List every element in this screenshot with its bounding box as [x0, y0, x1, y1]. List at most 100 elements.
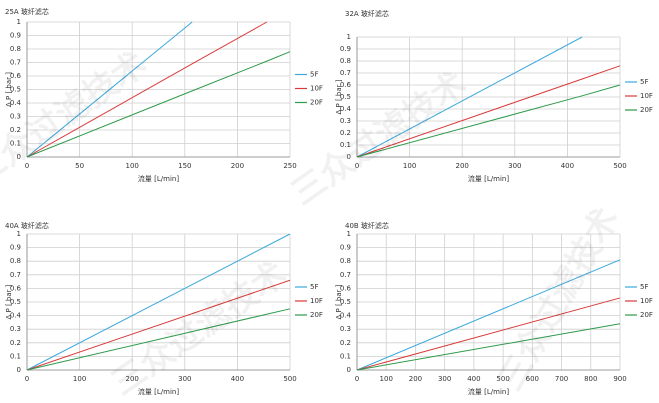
x-axis-label: 流量 [L/min] — [468, 387, 509, 396]
x-tick-label: 200 — [126, 375, 139, 383]
x-axis-label: 流量 [L/min] — [138, 387, 179, 396]
y-tick-label: 0.7 — [10, 59, 21, 67]
x-tick-label: 500 — [283, 375, 296, 383]
legend-label: 5F — [640, 78, 648, 86]
x-tick-label: 300 — [178, 375, 191, 383]
data-line — [356, 36, 583, 158]
data-line — [356, 65, 621, 158]
legend-label: 10F — [640, 297, 653, 305]
y-tick-label: 0.3 — [10, 325, 21, 333]
y-tick-label: 0.2 — [340, 339, 351, 347]
x-tick-label: 150 — [178, 162, 191, 170]
chart-title: 40A 玻纤滤芯 — [5, 221, 49, 230]
x-tick-label: 300 — [438, 375, 451, 383]
x-tick-label: 700 — [555, 375, 568, 383]
x-tick-label: 0 — [355, 375, 359, 383]
y-axis-label: Δ P [ bar ] — [5, 72, 13, 107]
watermark: 三众过滤技术 — [0, 44, 154, 194]
legend-label: 20F — [310, 99, 323, 107]
x-axis-label: 流量 [L/min] — [138, 174, 179, 183]
x-tick-label: 200 — [409, 375, 422, 383]
x-tick-label: 300 — [508, 162, 521, 170]
y-tick-label: 0.9 — [10, 32, 21, 40]
y-tick-label: 0 — [347, 366, 351, 374]
x-tick-label: 200 — [231, 162, 244, 170]
legend-label: 10F — [640, 92, 653, 100]
legend-label: 5F — [310, 71, 318, 79]
watermark: 三众过滤技术 — [104, 254, 294, 403]
x-tick-label: 500 — [613, 162, 626, 170]
x-tick-label: 100 — [126, 162, 139, 170]
y-tick-label: 0.4 — [10, 99, 22, 107]
y-tick-label: 0.4 — [340, 105, 352, 113]
x-tick-label: 800 — [584, 375, 597, 383]
data-line — [26, 51, 291, 158]
y-tick-label: 0.8 — [340, 257, 351, 265]
x-tick-label: 100 — [403, 162, 416, 170]
y-tick-label: 0.1 — [10, 140, 21, 148]
y-tick-label: 0.7 — [340, 271, 351, 279]
y-axis-label: Δ P [ bar ] — [335, 79, 343, 114]
y-tick-label: 1 — [347, 33, 351, 41]
x-tick-label: 0 — [355, 162, 359, 170]
y-tick-label: 0.1 — [10, 352, 21, 360]
data-line — [356, 297, 621, 371]
y-tick-label: 0.9 — [340, 244, 351, 252]
y-tick-label: 0.5 — [10, 86, 21, 94]
y-tick-label: 0.7 — [10, 271, 21, 279]
y-axis-label: Δ P [ bar ] — [335, 284, 343, 319]
legend-label: 10F — [310, 85, 323, 93]
x-tick-label: 400 — [467, 375, 480, 383]
legend-label: 20F — [310, 311, 323, 319]
y-tick-label: 1 — [17, 230, 21, 238]
y-tick-label: 0.4 — [340, 312, 352, 320]
y-tick-label: 0.2 — [10, 339, 21, 347]
x-tick-label: 500 — [496, 375, 509, 383]
y-tick-label: 0.6 — [10, 72, 22, 80]
x-tick-label: 50 — [75, 162, 84, 170]
y-tick-label: 0.6 — [340, 284, 352, 292]
data-line — [26, 308, 291, 371]
y-tick-label: 0.8 — [10, 45, 21, 53]
y-tick-label: 0.8 — [340, 57, 351, 65]
x-tick-label: 600 — [526, 375, 539, 383]
y-tick-label: 0.6 — [340, 81, 352, 89]
x-tick-label: 400 — [561, 162, 574, 170]
y-tick-label: 0.3 — [10, 113, 21, 121]
x-tick-label: 900 — [613, 375, 626, 383]
data-line — [26, 233, 291, 371]
y-tick-label: 0.5 — [340, 93, 351, 101]
y-tick-label: 0.9 — [340, 45, 351, 53]
y-tick-label: 1 — [347, 230, 351, 238]
y-tick-label: 0.2 — [340, 129, 351, 137]
data-line — [26, 21, 193, 158]
chart-title: 32A 玻纤滤芯 — [345, 9, 389, 18]
y-tick-label: 0.9 — [10, 244, 21, 252]
x-tick-label: 0 — [25, 375, 29, 383]
data-line — [26, 21, 268, 158]
y-tick-label: 0 — [17, 153, 21, 161]
legend-label: 20F — [640, 311, 653, 319]
watermark: 三众过滤技术 — [490, 201, 627, 398]
y-tick-label: 0.1 — [340, 352, 351, 360]
y-tick-label: 0.3 — [340, 325, 351, 333]
y-tick-label: 0.1 — [340, 141, 351, 149]
x-tick-label: 0 — [25, 162, 29, 170]
legend-label: 5F — [640, 283, 648, 291]
y-tick-label: 0.7 — [340, 69, 351, 77]
x-tick-label: 400 — [231, 375, 244, 383]
y-tick-label: 0 — [347, 153, 351, 161]
data-line — [26, 279, 291, 371]
y-tick-label: 0.6 — [10, 284, 22, 292]
y-tick-label: 0.8 — [10, 257, 21, 265]
y-tick-label: 1 — [17, 18, 21, 26]
legend-label: 20F — [640, 106, 653, 114]
x-tick-label: 100 — [73, 375, 86, 383]
data-line — [356, 323, 621, 371]
data-line — [356, 84, 621, 158]
chart-title: 25A 玻纤滤芯 — [5, 7, 49, 16]
y-tick-label: 0 — [17, 366, 21, 374]
y-axis-label: Δ P [ bar ] — [5, 284, 13, 319]
y-tick-label: 0.2 — [10, 126, 21, 134]
